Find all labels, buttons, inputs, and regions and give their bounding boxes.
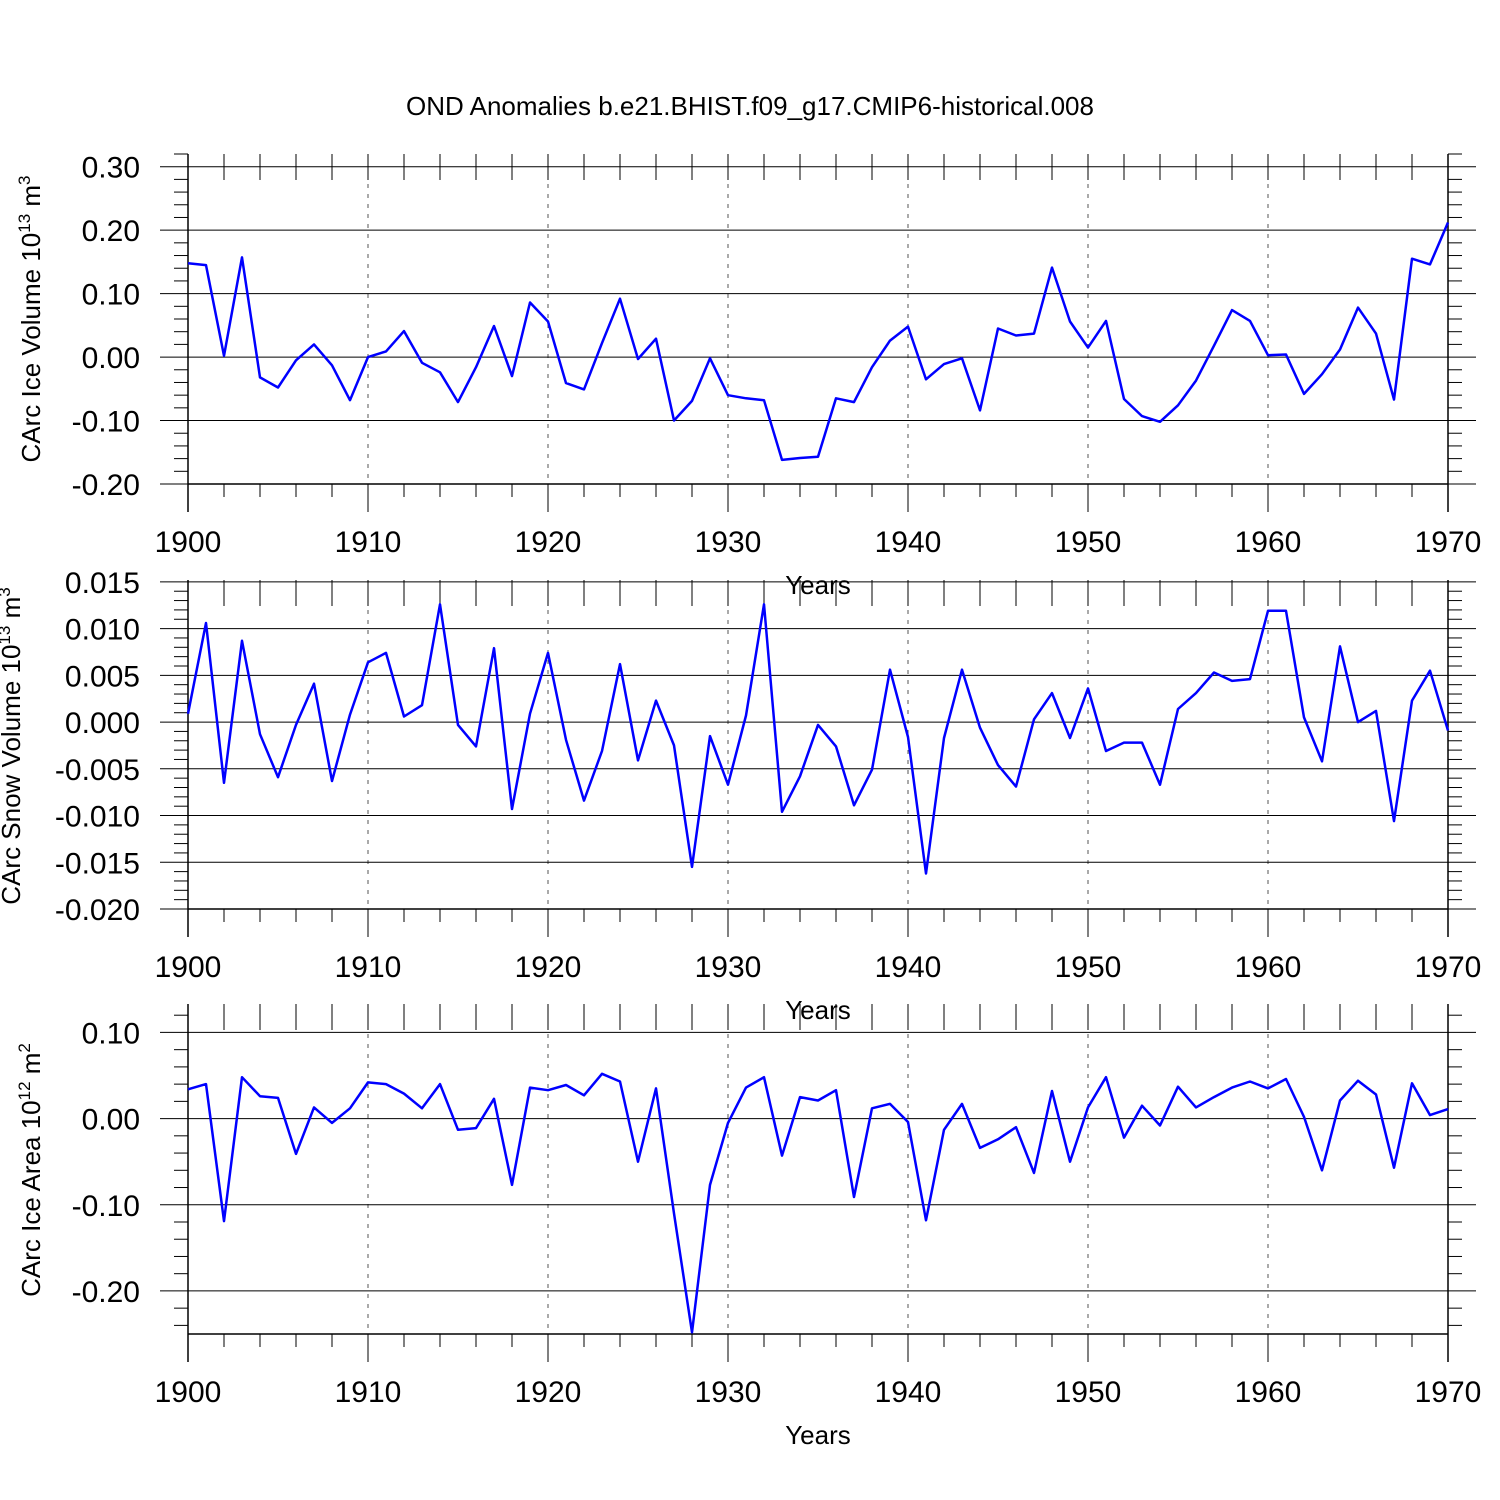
x-tick-label: 1950 (1055, 1376, 1122, 1409)
x-tick-label: 1930 (695, 526, 762, 559)
y-tick-label: 0.015 (65, 567, 140, 600)
y-axis-label: CArc Ice Volume 1013 m3 (15, 175, 46, 462)
x-tick-label: 1940 (875, 526, 942, 559)
y-tick-label: -0.20 (72, 1276, 140, 1309)
x-tick-label: 1960 (1235, 526, 1302, 559)
series-line-carc-snow-volume (186, 603, 1450, 875)
y-tick-label: 0.20 (82, 215, 140, 248)
x-tick-label: 1920 (515, 1376, 582, 1409)
chart-title: OND Anomalies b.e21.BHIST.f09_g17.CMIP6-… (406, 91, 1094, 121)
y-tick-label: -0.010 (55, 801, 140, 834)
panel-2: 0.015 0.010 0.005 0.000 -0.005 -0.010 -0.015 -0… (0, 567, 1481, 1025)
x-tick-label: 1940 (875, 1376, 942, 1409)
series-line-carc-ice-volume (187, 222, 1450, 462)
y-tick-label: -0.20 (72, 469, 140, 502)
y-tick-label: 0.10 (82, 1017, 140, 1050)
x-tick-label: 1970 (1415, 526, 1482, 559)
x-tick-label: 1910 (335, 526, 402, 559)
x-tick-label: 1900 (155, 526, 222, 559)
x-tick-label: 1910 (335, 951, 402, 984)
x-tick-label: 1950 (1055, 526, 1122, 559)
y-tick-label: -0.005 (55, 754, 140, 787)
y-tick-label: 0.10 (82, 279, 140, 312)
x-tick-label: 1950 (1055, 951, 1122, 984)
y-tick-label: -0.10 (72, 1190, 140, 1223)
y-tick-label: -0.020 (55, 894, 140, 927)
y-tick-label: 0.010 (65, 614, 140, 647)
x-tick-label: 1960 (1235, 1376, 1302, 1409)
x-tick-label: 1940 (875, 951, 942, 984)
x-tick-label: 1970 (1415, 951, 1482, 984)
y-tick-label: 0.000 (65, 707, 140, 740)
y-tick-label: 0.30 (82, 152, 140, 185)
series-line-carc-ice-area (187, 1072, 1449, 1334)
x-axis-label: Years (785, 1420, 851, 1450)
x-tick-label: 1900 (155, 951, 222, 984)
x-axis-label: Years (785, 570, 851, 600)
x-tick-label: 1900 (155, 1376, 222, 1409)
chart-panels: 0.30 0.20 0.10 0.00 -0.10 -0.20 1900 1910 1920 19… (0, 152, 1481, 1450)
y-axis-label: CArc Ice Area 1012 m2 (15, 1043, 46, 1297)
x-tick-label: 1920 (515, 526, 582, 559)
x-axis-label: Years (785, 995, 851, 1025)
y-tick-label: 0.00 (82, 1104, 140, 1137)
x-tick-label: 1930 (695, 1376, 762, 1409)
y-tick-label: -0.015 (55, 847, 140, 880)
y-tick-label: 0.00 (82, 342, 140, 375)
x-tick-label: 1920 (515, 951, 582, 984)
x-tick-label: 1910 (335, 1376, 402, 1409)
x-tick-label: 1970 (1415, 1376, 1482, 1409)
y-tick-label: -0.10 (72, 406, 140, 439)
y-tick-label: 0.005 (65, 660, 140, 693)
x-tick-label: 1960 (1235, 951, 1302, 984)
panel-1: 0.30 0.20 0.10 0.00 -0.10 -0.20 1900 1910 1920 19… (15, 152, 1481, 600)
y-axis-label: CArc Snow Volume 1013 m3 (0, 587, 26, 904)
x-tick-label: 1930 (695, 951, 762, 984)
panel-3: 0.10 0.00 -0.10 -0.20 1900 1910 1920 1930 1940 19… (15, 1004, 1481, 1450)
